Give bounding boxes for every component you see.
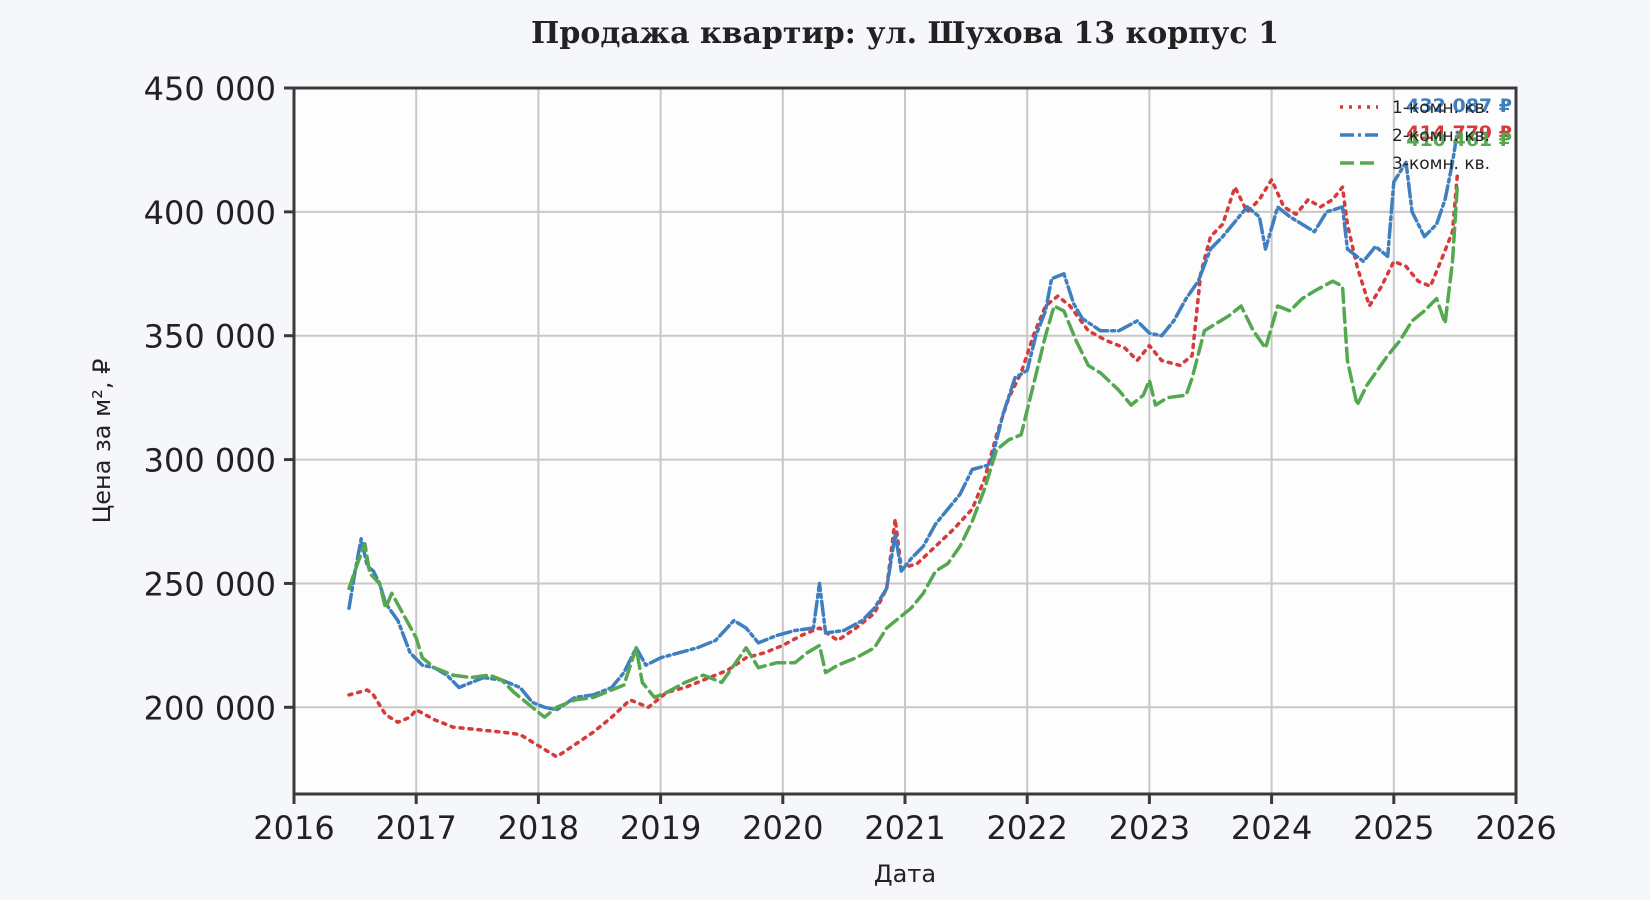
end-value-label-1: 414 779 ₽ <box>1406 122 1512 144</box>
x-tick-label: 2017 <box>375 809 456 847</box>
series-lines <box>347 130 1460 759</box>
x-tick-label: 2026 <box>1475 809 1556 847</box>
y-tick-label: 250 000 <box>144 565 276 603</box>
x-tick-label: 2022 <box>986 809 1067 847</box>
x-tick-label: 2025 <box>1353 809 1434 847</box>
end-value-labels: 414 779 ₽ 432 087 ₽ 410 461 ₽ <box>1406 95 1512 151</box>
x-axis-ticks: 2016 2017 2018 2019 2020 2021 2022 2023 2024 2025… <box>253 794 1557 847</box>
series-line-1 <box>347 173 1460 759</box>
legend-label-3: 3-комн. кв. <box>1392 154 1490 174</box>
legend-label-2: 2-комн. кв. <box>1392 126 1490 146</box>
legend: 1-комн. кв. 2-комн. кв. 3-комн. кв. <box>1340 98 1490 174</box>
y-tick-label: 300 000 <box>144 442 276 480</box>
x-tick-label: 2019 <box>620 809 701 847</box>
x-tick-label: 2024 <box>1231 809 1312 847</box>
y-tick-label: 400 000 <box>144 194 276 232</box>
x-tick-label: 2021 <box>864 809 945 847</box>
y-tick-label: 200 000 <box>144 689 276 727</box>
x-axis-label: Дата <box>874 860 936 888</box>
y-axis-label: Цена за м², ₽ <box>88 359 116 524</box>
x-tick-label: 2018 <box>498 809 579 847</box>
y-axis-ticks: 200 000 250 000 300 000 350 000 400 000 450 0… <box>144 70 294 727</box>
end-value-label-2: 432 087 ₽ <box>1406 95 1512 117</box>
x-tick-label: 2016 <box>253 809 334 847</box>
y-tick-label: 350 000 <box>144 318 276 356</box>
x-tick-label: 2023 <box>1109 809 1190 847</box>
series-line-3 <box>347 184 1460 719</box>
legend-label-1: 1-комн. кв. <box>1392 98 1490 118</box>
y-tick-label: 450 000 <box>144 70 276 108</box>
chart-title: Продажа квартир: ул. Шухова 13 корпус 1 <box>531 16 1279 51</box>
end-value-label-3: 410 461 ₽ <box>1406 129 1512 151</box>
grid <box>294 88 1516 794</box>
x-tick-label: 2020 <box>742 809 823 847</box>
